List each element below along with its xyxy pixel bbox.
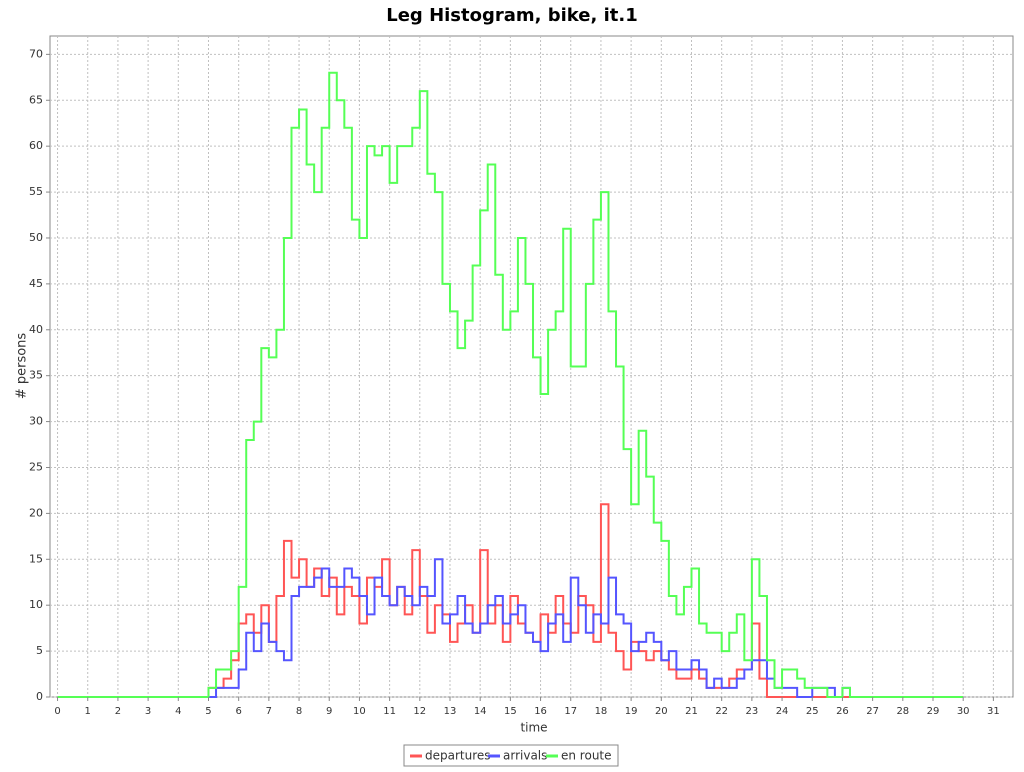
chart-title: Leg Histogram, bike, it.1 (386, 5, 638, 26)
x-tick-label: 0 (54, 706, 60, 717)
y-tick-label: 15 (29, 552, 43, 565)
y-tick-label: 20 (29, 506, 43, 519)
x-tick-label: 27 (866, 706, 879, 717)
x-tick-label: 12 (413, 706, 426, 717)
x-tick-label: 10 (353, 706, 366, 717)
x-tick-label: 21 (685, 706, 698, 717)
y-tick-label: 5 (36, 644, 43, 657)
x-tick-label: 25 (806, 706, 819, 717)
plot-area (49, 35, 1014, 698)
legend-label: departures (425, 749, 491, 763)
x-tick-label: 28 (896, 706, 909, 717)
x-tick-label: 30 (957, 706, 970, 717)
y-tick-label: 10 (29, 598, 43, 611)
y-tick-label: 25 (29, 460, 43, 473)
legend (403, 744, 619, 767)
series-line (57, 558, 964, 698)
y-tick-label: 65 (29, 93, 43, 106)
y-tick-label: 70 (29, 47, 43, 60)
y-tick-label: 0 (36, 690, 43, 703)
y-tick-label: 40 (29, 323, 43, 336)
legend-label: arrivals (503, 749, 547, 763)
x-tick-label: 13 (444, 706, 457, 717)
x-tick-label: 24 (776, 706, 789, 717)
x-tick-label: 31 (987, 706, 1000, 717)
x-axis-label: time (520, 721, 547, 735)
x-tick-label: 20 (655, 706, 668, 717)
y-tick-label: 45 (29, 277, 43, 290)
x-tick-label: 16 (534, 706, 547, 717)
y-tick-label: 60 (29, 139, 43, 152)
x-tick-label: 11 (383, 706, 396, 717)
x-tick-label: 8 (296, 706, 302, 717)
y-tick-label: 30 (29, 415, 43, 428)
x-tick-label: 22 (715, 706, 728, 717)
x-tick-label: 19 (625, 706, 638, 717)
x-tick-label: 3 (145, 706, 151, 717)
legend-label: en route (561, 749, 612, 763)
y-tick-label: 50 (29, 231, 43, 244)
series-line (57, 71, 964, 698)
x-tick-label: 29 (927, 706, 940, 717)
x-tick-label: 26 (836, 706, 849, 717)
x-tick-label: 9 (326, 706, 332, 717)
x-tick-label: 4 (175, 706, 181, 717)
x-tick-label: 18 (595, 706, 608, 717)
x-tick-label: 14 (474, 706, 487, 717)
x-tick-label: 5 (205, 706, 211, 717)
x-tick-label: 7 (266, 706, 272, 717)
y-axis-label: # persons (15, 333, 30, 400)
x-tick-label: 17 (564, 706, 577, 717)
y-tick-label: 35 (29, 369, 43, 382)
x-tick-label: 2 (115, 706, 121, 717)
y-tick-label: 55 (29, 185, 43, 198)
x-tick-label: 15 (504, 706, 517, 717)
x-tick-label: 6 (235, 706, 241, 717)
x-tick-label: 1 (85, 706, 91, 717)
x-tick-label: 23 (746, 706, 759, 717)
